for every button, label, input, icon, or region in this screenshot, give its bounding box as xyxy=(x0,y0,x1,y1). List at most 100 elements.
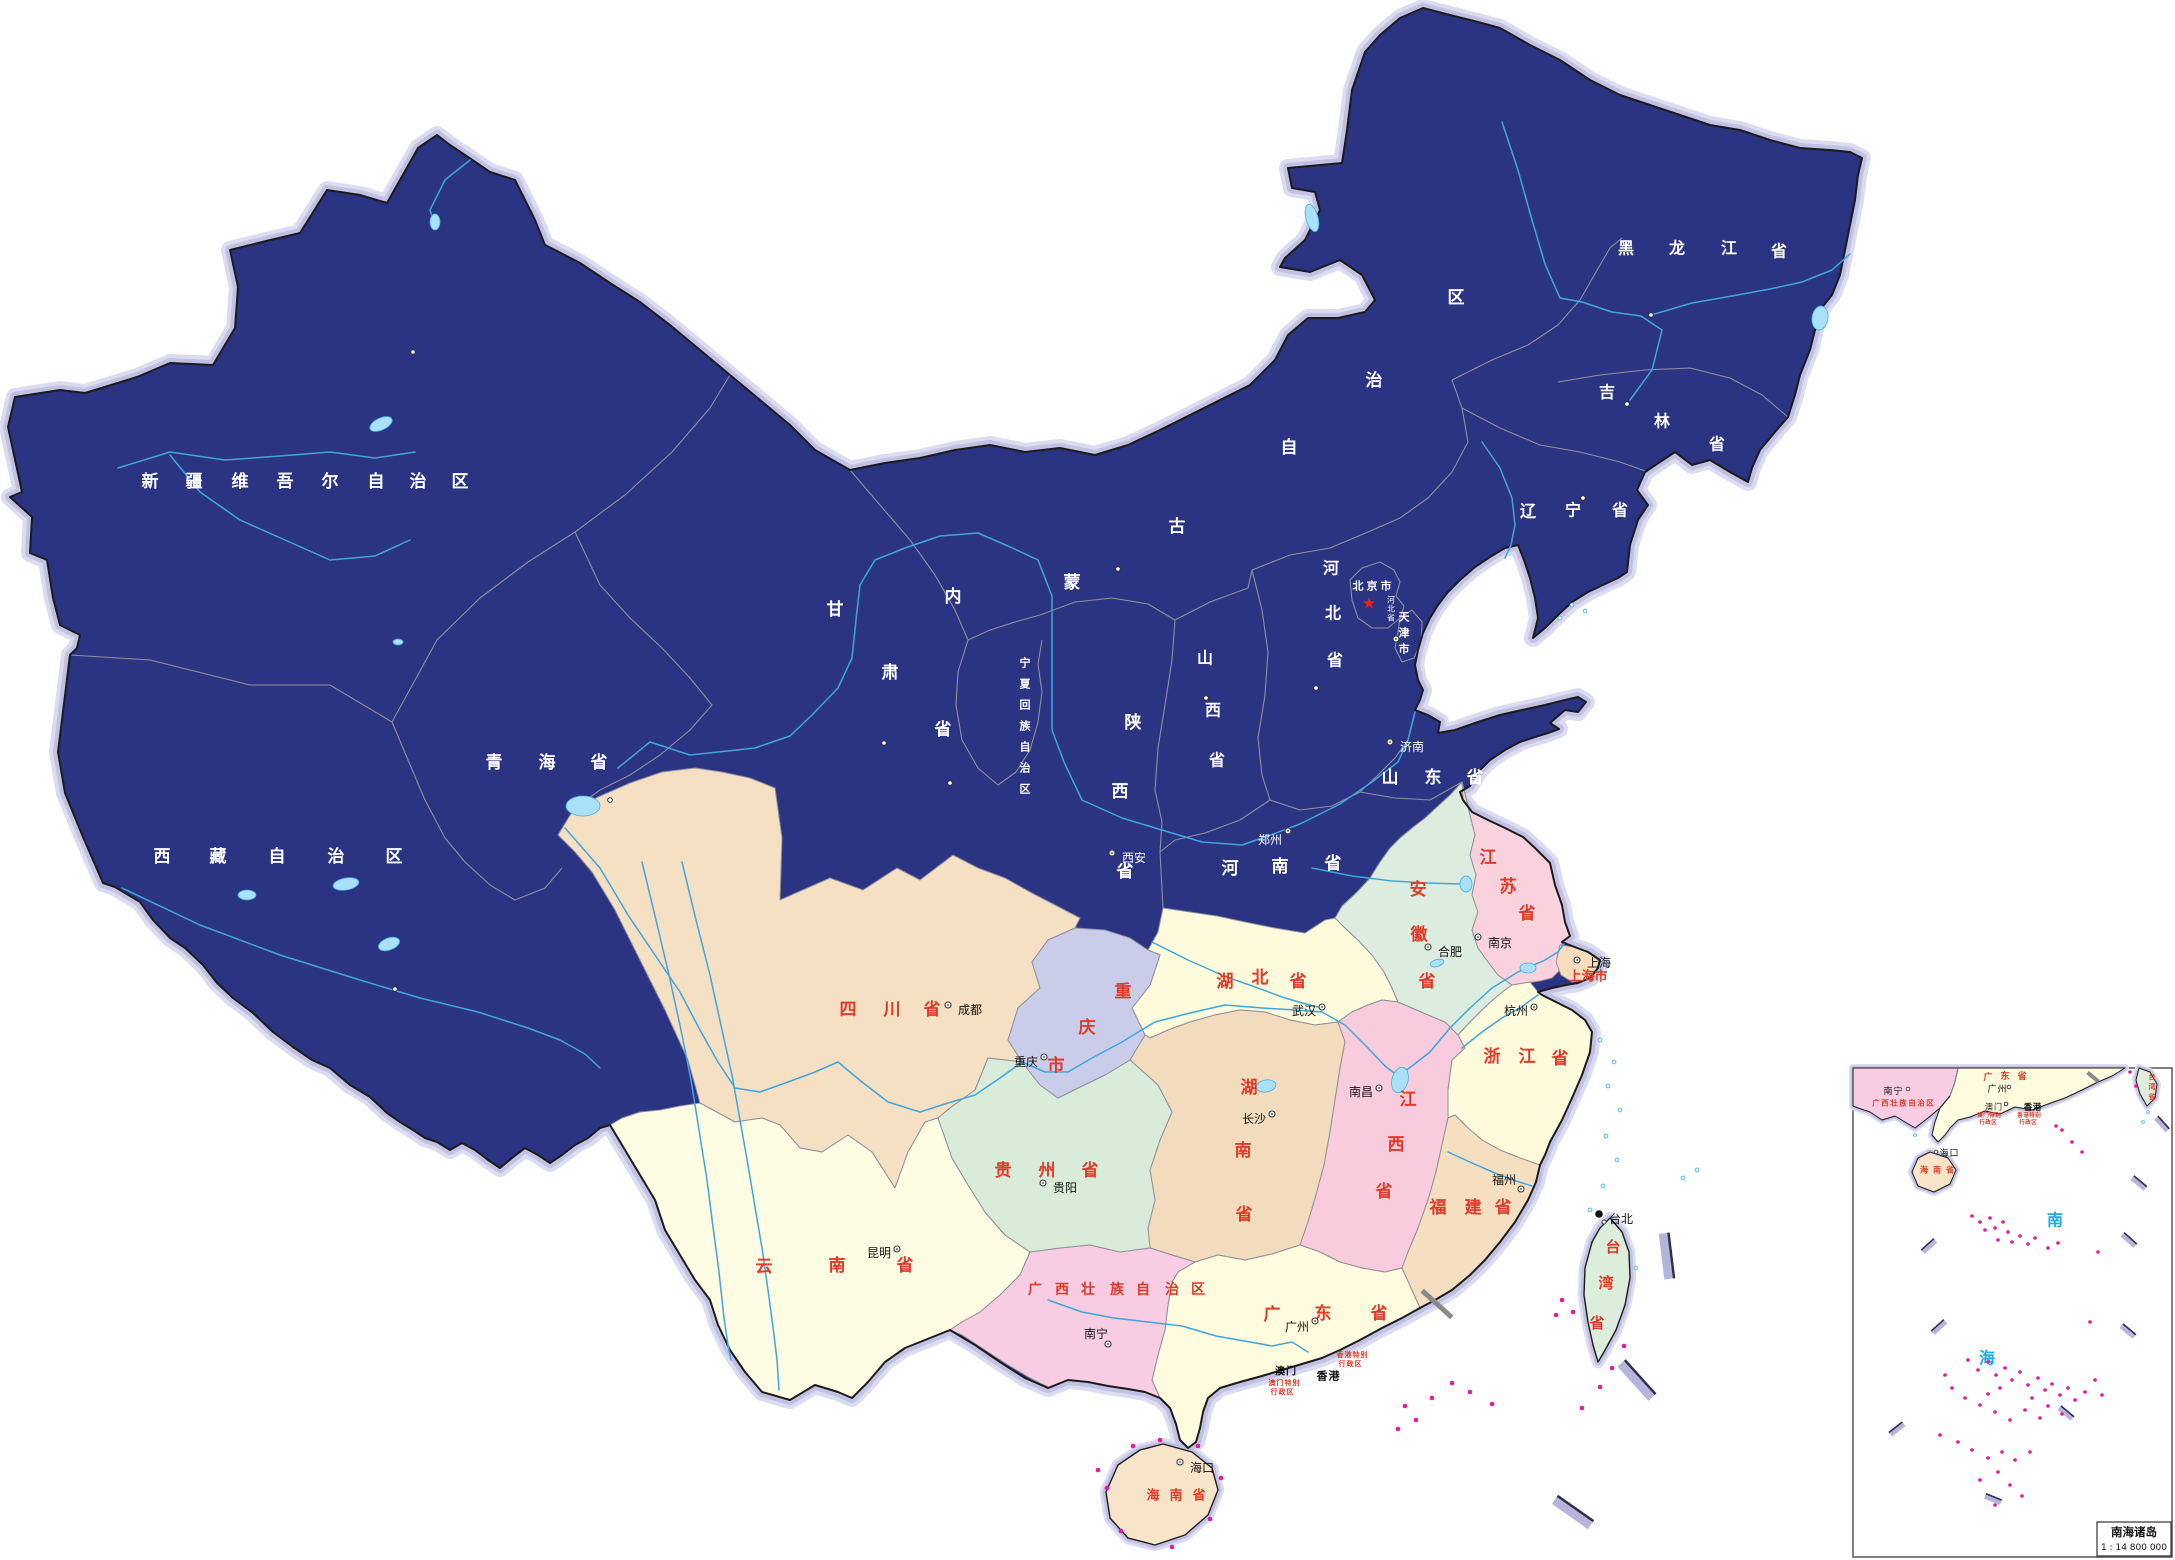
label-char: 东 xyxy=(1425,767,1442,788)
city-xining[interactable] xyxy=(607,797,613,803)
label-char: 省 xyxy=(1208,751,1225,770)
province-guangdong[interactable] xyxy=(1151,1244,1421,1449)
city-nanchang[interactable]: 南昌 xyxy=(1349,1084,1383,1099)
city-yinchuan[interactable] xyxy=(947,780,953,786)
capital-dot-center xyxy=(1576,959,1578,961)
city-hefei[interactable]: 合肥 xyxy=(1424,943,1462,959)
inset-magenta-43 xyxy=(1950,1386,1954,1390)
city-changsha[interactable]: 长沙 xyxy=(1242,1110,1276,1126)
lake-9 xyxy=(1391,1066,1409,1094)
lake-13 xyxy=(1811,305,1829,331)
city-taipei[interactable]: 台北 xyxy=(1595,1210,1633,1226)
label-char: 重 xyxy=(1115,981,1132,1002)
inner-border-7 xyxy=(1154,619,1176,909)
city-name: 西安 xyxy=(1122,850,1146,865)
city-urumqi[interactable] xyxy=(410,349,416,355)
city-zhengzhou[interactable]: 郑州 xyxy=(1258,827,1292,847)
label-inset-macau-sar: 澳门特别行政区 xyxy=(1977,1111,2001,1126)
label-char: 广 xyxy=(1264,1304,1281,1325)
inner-border-11 xyxy=(1251,517,1401,571)
city-name: 昆明 xyxy=(867,1246,891,1260)
label-inset-guangdong-label: 广东省 xyxy=(1983,1070,2026,1083)
label-char: 南 xyxy=(1235,1140,1252,1161)
city-xian[interactable]: 西安 xyxy=(1108,849,1146,865)
magenta-island-20 xyxy=(1195,1443,1201,1449)
capital-star-icon[interactable]: ★ xyxy=(1362,594,1376,613)
city-jinan[interactable]: 济南 xyxy=(1386,738,1424,754)
inset-magenta-6 xyxy=(2001,1220,2005,1224)
inset-magenta-12 xyxy=(2033,1236,2037,1240)
city-beijing[interactable]: ★ xyxy=(1362,594,1376,613)
label-char: 特 xyxy=(1353,1350,1360,1359)
inset-magenta-46 xyxy=(2100,1393,2104,1397)
cyan-islet-10 xyxy=(1569,602,1575,608)
label-hubei-label: 湖北省 xyxy=(1217,968,1307,992)
lake-0 xyxy=(1304,203,1320,233)
city-nanjing[interactable]: 南京 xyxy=(1474,933,1512,950)
city-wuhan[interactable]: 武汉 xyxy=(1292,1003,1326,1018)
city-hangzhou[interactable]: 杭州 xyxy=(1504,1003,1538,1018)
city-dot-icon[interactable] xyxy=(607,797,613,803)
city-dot-icon[interactable] xyxy=(1648,312,1654,318)
label-char: 澳 xyxy=(1275,1365,1286,1378)
city-dot-icon[interactable] xyxy=(947,780,953,786)
inner-border-12 xyxy=(1399,379,1469,519)
city-shijiazhuang[interactable] xyxy=(1313,685,1319,691)
label-char: 辽 xyxy=(1520,502,1537,521)
city-chengdu[interactable]: 成都 xyxy=(944,1001,982,1017)
inset-dash-3-edge xyxy=(2123,1232,2138,1245)
magenta-island-7 xyxy=(1559,1297,1565,1303)
city-dot-icon[interactable] xyxy=(1624,401,1630,407)
label-char: 南 xyxy=(1933,1165,1941,1175)
river-3 xyxy=(169,454,411,561)
city-guiyang[interactable]: 贵阳 xyxy=(1039,1179,1077,1195)
cyan-islet-7 xyxy=(1587,1207,1593,1213)
city-chongqing-city[interactable]: 重庆 xyxy=(1014,1053,1048,1069)
city-dot-icon[interactable] xyxy=(881,740,887,746)
label-char: 省 xyxy=(1708,435,1725,454)
city-dot-icon[interactable] xyxy=(392,986,398,992)
label-char: 台 xyxy=(2149,1072,2156,1081)
river-2 xyxy=(117,451,416,469)
inset-magenta-13 xyxy=(2046,1246,2050,1250)
city-shanghai-city[interactable]: 上海 xyxy=(1573,955,1611,970)
inset-city-dot-1 xyxy=(2006,1084,2012,1090)
city-tianjin[interactable] xyxy=(1392,635,1400,643)
city-changchun[interactable] xyxy=(1624,401,1630,407)
city-dot-icon[interactable] xyxy=(1115,566,1121,572)
city-dot-icon[interactable] xyxy=(1203,695,1209,701)
province-taiwan[interactable] xyxy=(1583,1217,1631,1363)
city-nanning[interactable]: 南宁 xyxy=(1084,1326,1112,1348)
province-hainan[interactable] xyxy=(1105,1443,1219,1546)
label-char: 省 xyxy=(934,719,952,740)
city-lanzhou[interactable] xyxy=(881,740,887,746)
label-hainan-label: 海南省 xyxy=(1146,1488,1205,1504)
river-11 xyxy=(1447,1151,1533,1187)
city-dot-icon[interactable] xyxy=(1580,495,1586,501)
city-hohhot[interactable] xyxy=(1115,566,1121,572)
label-char: 省 xyxy=(1235,1204,1253,1225)
label-char: 门 xyxy=(1983,1111,1989,1119)
label-char: 台 xyxy=(1605,1238,1620,1256)
city-kunming[interactable]: 昆明 xyxy=(867,1245,901,1260)
city-guangzhou[interactable]: 广州 xyxy=(1285,1317,1319,1334)
label-char: 上 xyxy=(1568,970,1581,985)
label-char: 港 xyxy=(2023,1111,2029,1119)
inset-dash-4-edge xyxy=(1930,1319,1945,1332)
label-inset-hainan-label: 海南省 xyxy=(1920,1165,1954,1175)
magenta-island-11 xyxy=(1621,1343,1627,1349)
magenta-island-2 xyxy=(1395,1426,1401,1432)
city-fuzhou[interactable]: 福州 xyxy=(1492,1172,1525,1193)
label-char: 治 xyxy=(410,471,427,492)
inset-magenta-51 xyxy=(2000,1450,2004,1454)
taipei-marker-icon[interactable] xyxy=(1595,1210,1603,1218)
inset-box-title: 南海诸岛 xyxy=(2111,1525,2157,1539)
city-harbin[interactable] xyxy=(1648,312,1654,318)
capital-dot-center xyxy=(1042,1182,1044,1184)
city-lhasa[interactable] xyxy=(392,986,398,992)
city-haikou[interactable]: 海口 xyxy=(1176,1458,1214,1475)
city-shenyang[interactable] xyxy=(1580,495,1586,501)
city-taiyuan[interactable] xyxy=(1203,695,1209,701)
city-dot-icon[interactable] xyxy=(1313,685,1319,691)
city-dot-icon[interactable] xyxy=(410,349,416,355)
